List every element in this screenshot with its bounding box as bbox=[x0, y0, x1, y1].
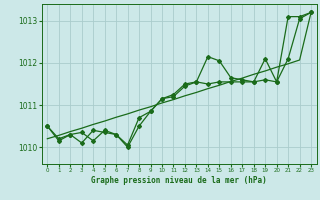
X-axis label: Graphe pression niveau de la mer (hPa): Graphe pression niveau de la mer (hPa) bbox=[91, 176, 267, 185]
